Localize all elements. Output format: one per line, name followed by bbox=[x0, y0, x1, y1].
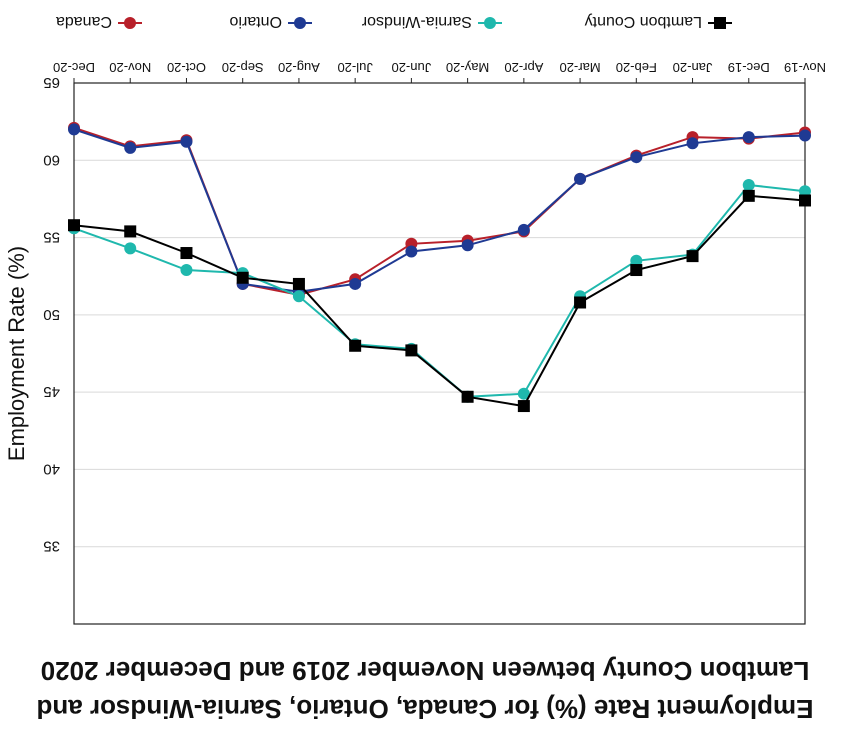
series-3-point-8 bbox=[349, 339, 362, 352]
legend-marker-0 bbox=[124, 17, 136, 29]
series-3-point-5 bbox=[517, 400, 530, 413]
series-2-point-12 bbox=[124, 242, 137, 255]
x-tick-label-4: Mar-20 bbox=[559, 60, 600, 75]
chart-title-line-1: Employment Rate (%) for Canada, Ontario,… bbox=[37, 694, 814, 724]
y-tick-label-50: 50 bbox=[43, 306, 60, 323]
x-tick-label-0: Nov-19 bbox=[784, 60, 826, 75]
series-3-point-9 bbox=[292, 277, 305, 290]
series-3-point-10 bbox=[236, 271, 249, 284]
series-1-point-6 bbox=[461, 239, 474, 252]
series-3-point-12 bbox=[124, 225, 137, 238]
series-1-point-4 bbox=[574, 172, 587, 185]
series-1-point-7 bbox=[405, 245, 418, 258]
legend-label-3: Lamtbon County bbox=[585, 13, 702, 30]
series-1-point-8 bbox=[349, 277, 362, 290]
y-tick-label-65: 65 bbox=[43, 74, 60, 91]
legend-label-0: Canada bbox=[56, 13, 112, 30]
legend-label-1: Ontario bbox=[229, 13, 282, 30]
series-3-point-6 bbox=[461, 390, 474, 403]
series-line-1 bbox=[73, 128, 806, 293]
x-tick-label-2: Jan-20 bbox=[673, 60, 713, 75]
series-3-point-7 bbox=[405, 344, 418, 357]
series-1-point-0 bbox=[799, 129, 811, 142]
series-3-point-0 bbox=[799, 194, 811, 207]
series-1-point-1 bbox=[742, 131, 755, 144]
series-2-point-0 bbox=[799, 185, 811, 198]
series-3-point-3 bbox=[630, 264, 643, 277]
x-tick-label-10: Sep-20 bbox=[222, 60, 264, 75]
series-1-point-5 bbox=[517, 223, 530, 236]
series-2-point-5 bbox=[517, 387, 530, 400]
x-tick-label-3: Feb-20 bbox=[616, 60, 657, 75]
legend-label-2: Sarnia-Windsor bbox=[361, 13, 472, 30]
x-tick-label-12: Nov-20 bbox=[109, 60, 151, 75]
x-tick-label-8: Jul-20 bbox=[337, 60, 372, 75]
y-tick-label-60: 60 bbox=[43, 151, 60, 168]
y-tick-label-45: 45 bbox=[43, 383, 60, 400]
series-2-point-3 bbox=[630, 254, 643, 267]
series-3-point-13 bbox=[68, 219, 80, 232]
series-3-point-1 bbox=[742, 189, 755, 202]
legend-marker-3 bbox=[714, 17, 726, 29]
legend-marker-2 bbox=[484, 17, 496, 29]
series-2-point-1 bbox=[742, 179, 755, 192]
series-line-2 bbox=[73, 183, 806, 398]
chart-title-line-2: Lamtbon County between November 2019 and… bbox=[41, 656, 810, 686]
series-1-point-13 bbox=[68, 123, 80, 136]
x-tick-label-7: Jun-20 bbox=[392, 60, 432, 75]
y-tick-label-35: 35 bbox=[43, 538, 60, 555]
legend-marker-1 bbox=[294, 17, 306, 29]
series-2-point-9 bbox=[292, 290, 305, 303]
y-tick-label-40: 40 bbox=[43, 460, 60, 477]
series-1-point-12 bbox=[124, 141, 137, 154]
series-1-point-11 bbox=[180, 135, 193, 148]
series-3-point-4 bbox=[574, 296, 587, 309]
y-tick-label-55: 55 bbox=[43, 229, 60, 246]
series-3-point-11 bbox=[180, 247, 193, 260]
series-1-point-3 bbox=[630, 151, 643, 164]
x-tick-label-5: Apr-20 bbox=[504, 60, 543, 75]
x-tick-label-9: Aug-20 bbox=[278, 60, 320, 75]
series-3-point-2 bbox=[686, 250, 699, 263]
x-tick-label-1: Dec-19 bbox=[728, 60, 770, 75]
plot-area bbox=[73, 82, 806, 625]
x-tick-label-6: May-20 bbox=[446, 60, 489, 75]
series-1-point-2 bbox=[686, 137, 699, 150]
x-tick-label-13: Dec-20 bbox=[53, 60, 95, 75]
series-2-point-11 bbox=[180, 264, 193, 277]
series-line-3 bbox=[73, 194, 806, 408]
y-axis-title: Employment Rate (%) bbox=[4, 246, 29, 461]
x-tick-label-11: Oct-20 bbox=[167, 60, 206, 75]
